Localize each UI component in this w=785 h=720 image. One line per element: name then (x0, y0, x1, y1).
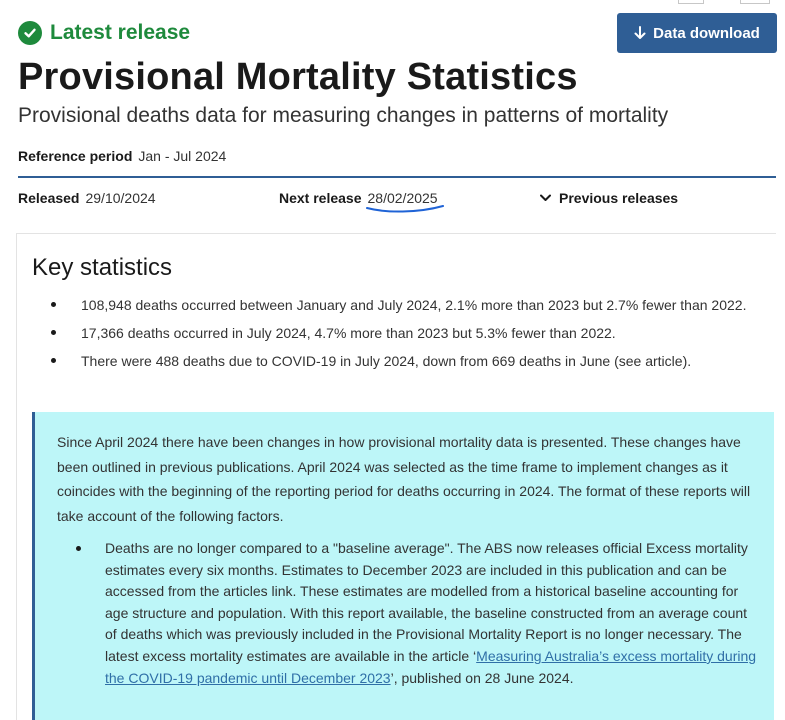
window-edge-fragment (740, 0, 770, 4)
key-statistics-title: Key statistics (32, 254, 173, 281)
check-circle-icon (18, 21, 42, 45)
released-label: Released (18, 190, 80, 206)
released-date: Released 29/10/2024 (18, 190, 156, 206)
notice-callout: Since April 2024 there have been changes… (32, 412, 774, 720)
data-download-label: Data download (653, 24, 760, 42)
chevron-down-icon (540, 194, 551, 201)
list-item: Deaths are no longer compared to a "base… (57, 538, 757, 689)
released-value: 29/10/2024 (85, 190, 156, 206)
reference-period: Reference period Jan - Jul 2024 (18, 148, 226, 164)
list-item: There were 488 deaths due to COVID-19 in… (32, 352, 746, 380)
excess-mortality-article-link[interactable]: Measuring Australia’s excess mortality d… (105, 647, 757, 686)
list-item: 17,366 deaths occurred in July 2024, 4.7… (32, 324, 746, 352)
status-label: Latest release (50, 21, 191, 44)
next-release-value: 28/02/2025 (367, 190, 438, 206)
next-release-date: Next release 28/02/2025 (279, 190, 444, 213)
page-title: Provisional Mortality Statistics (18, 56, 578, 98)
notice-list: Deaths are no longer compared to a "base… (57, 538, 757, 689)
notice-paragraph: Since April 2024 there have been changes… (57, 434, 751, 524)
previous-releases-toggle[interactable]: Previous releases (540, 190, 678, 206)
reference-period-value: Jan - Jul 2024 (138, 148, 227, 164)
page-subtitle: Provisional deaths data for measuring ch… (18, 104, 669, 127)
notice-bullet-tail: ’, published on 28 June 2024. (390, 669, 574, 686)
release-status: Latest release (18, 21, 190, 45)
list-item: 108,948 deaths occurred between January … (32, 296, 746, 324)
key-statistics-card: Key statistics 108,948 deaths occurred b… (16, 233, 776, 720)
notice-bullet-text: Deaths are no longer compared to a "base… (105, 540, 748, 664)
window-edge-fragment (678, 0, 704, 4)
arrow-down-icon (634, 26, 646, 39)
hand-drawn-underline (365, 205, 444, 213)
previous-releases-label: Previous releases (559, 190, 679, 206)
next-release-label: Next release (279, 190, 362, 206)
reference-period-label: Reference period (18, 148, 133, 164)
next-release-value-wrap: 28/02/2025 (365, 190, 444, 213)
data-download-button[interactable]: Data download (617, 13, 777, 53)
key-statistics-list: 108,948 deaths occurred between January … (32, 296, 746, 380)
header-divider (18, 176, 776, 178)
